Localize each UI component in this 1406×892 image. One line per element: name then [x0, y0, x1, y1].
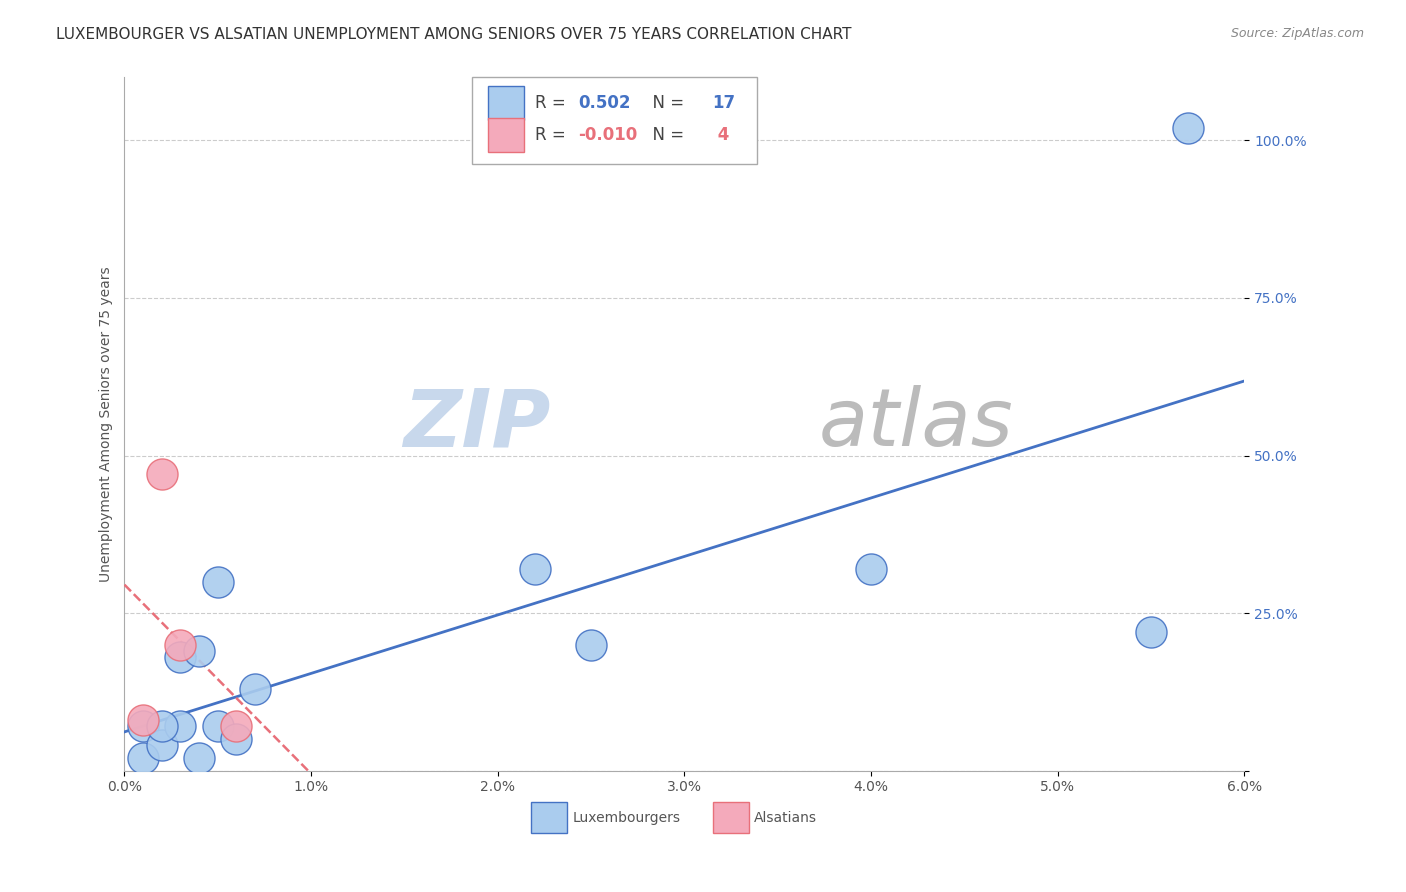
- Text: 4: 4: [713, 126, 730, 144]
- Point: [207, 574, 229, 589]
- FancyBboxPatch shape: [471, 78, 758, 164]
- Text: LUXEMBOURGER VS ALSATIAN UNEMPLOYMENT AMONG SENIORS OVER 75 YEARS CORRELATION CH: LUXEMBOURGER VS ALSATIAN UNEMPLOYMENT AM…: [56, 27, 852, 42]
- Text: Source: ZipAtlas.com: Source: ZipAtlas.com: [1230, 27, 1364, 40]
- FancyBboxPatch shape: [713, 803, 749, 833]
- Text: 17: 17: [713, 94, 735, 112]
- Y-axis label: Unemployment Among Seniors over 75 years: Unemployment Among Seniors over 75 years: [100, 266, 114, 582]
- Point: [188, 644, 211, 658]
- Point: [169, 719, 191, 733]
- Point: [150, 719, 173, 733]
- Point: [243, 681, 266, 696]
- Point: [150, 467, 173, 482]
- Text: R =: R =: [536, 126, 571, 144]
- Text: atlas: atlas: [818, 385, 1014, 463]
- FancyBboxPatch shape: [531, 803, 567, 833]
- FancyBboxPatch shape: [488, 87, 524, 120]
- Point: [524, 562, 547, 576]
- Point: [225, 719, 247, 733]
- Point: [169, 638, 191, 652]
- Point: [188, 751, 211, 765]
- Text: -0.010: -0.010: [578, 126, 637, 144]
- Point: [1140, 624, 1163, 639]
- Text: Alsatians: Alsatians: [754, 811, 817, 825]
- Point: [1177, 120, 1199, 135]
- Point: [132, 713, 155, 727]
- Text: ZIP: ZIP: [402, 385, 550, 463]
- Text: N =: N =: [641, 126, 689, 144]
- Point: [132, 719, 155, 733]
- Point: [860, 562, 883, 576]
- Text: 0.502: 0.502: [578, 94, 630, 112]
- Point: [150, 739, 173, 753]
- Point: [132, 751, 155, 765]
- Point: [169, 650, 191, 665]
- Point: [579, 638, 602, 652]
- Text: R =: R =: [536, 94, 571, 112]
- FancyBboxPatch shape: [488, 118, 524, 152]
- Text: N =: N =: [641, 94, 689, 112]
- Text: Luxembourgers: Luxembourgers: [572, 811, 681, 825]
- Point: [225, 732, 247, 747]
- Point: [207, 719, 229, 733]
